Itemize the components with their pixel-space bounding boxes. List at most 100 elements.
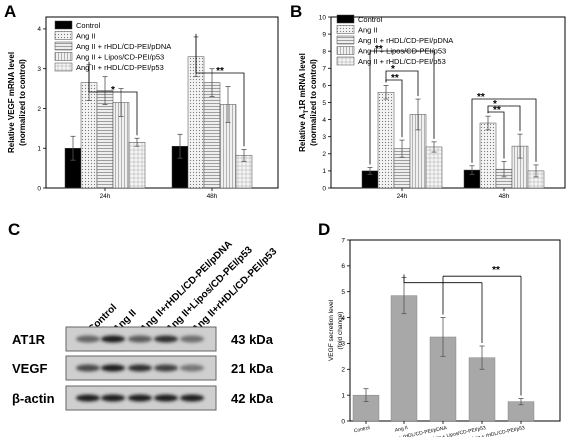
blot-band	[76, 394, 100, 402]
y-tick-label: 2	[341, 367, 345, 374]
legend-label: Ang II + rHDL/CD-PEI/pDNA	[358, 36, 453, 45]
blot-band	[76, 335, 100, 343]
x-tick-label: Ang II	[394, 425, 408, 434]
legend-swatch	[54, 52, 73, 61]
significance-bracket	[195, 33, 245, 147]
y-tick-label: 7	[341, 237, 345, 244]
y-tick-label: 0	[341, 418, 345, 425]
plot-frame	[45, 16, 279, 189]
bar	[425, 146, 443, 189]
y-tick-label: 2	[322, 151, 326, 158]
legend-label: Ang II + rHDL/CD-PEI/p53	[358, 57, 446, 66]
legend-swatch	[54, 41, 73, 51]
legend-label: Ang II + Lipos/CD-PEI/p53	[76, 53, 164, 62]
legend-swatch	[336, 14, 355, 24]
blot-size-label: 43 kDa	[231, 332, 274, 347]
blot-band	[128, 364, 152, 372]
significance-bracket	[369, 50, 435, 165]
chart-d: 0 1 2 3 4 5 6 7 VEGF secretion level (fold change…	[328, 237, 561, 437]
significance-bracket	[487, 111, 505, 159]
blot-band	[128, 394, 152, 402]
y-tick-label: 1	[37, 146, 41, 153]
panel-label-b: B	[290, 2, 302, 21]
y-tick-label: 10	[319, 14, 327, 21]
blot-size-label: 42 kDa	[231, 391, 274, 406]
significance-bracket	[88, 61, 138, 136]
x-tick-label: 48h	[207, 193, 218, 200]
chart-a: 0 1 2 3 4 Relative VEGF mRNA level (normalized…	[7, 16, 279, 200]
y-tick-label: 0	[322, 185, 326, 192]
legend-label: Ang II + rHDL/CD-PEI/p53	[76, 63, 164, 72]
y-axis-label-subscript: T	[304, 109, 310, 113]
y-tick-label: 4	[37, 26, 41, 33]
blot-band	[154, 364, 178, 372]
y-tick-label: 6	[322, 83, 326, 90]
y-tick-label: 4	[341, 315, 345, 322]
blot-band	[101, 364, 125, 372]
blot-band	[76, 364, 100, 372]
significance-bracket	[471, 98, 537, 163]
y-axis-label: Relative VEGF mRNA level (normalized to c…	[7, 52, 27, 153]
panel-label-c: C	[8, 220, 20, 239]
y-tick-label: 5	[322, 100, 326, 107]
blot-band	[128, 335, 152, 343]
legend-label: Ang II + rHDL/CD-PEI/pDNA	[76, 42, 171, 51]
y-tick-label: 2	[37, 106, 41, 113]
significance-mark: *	[391, 64, 395, 75]
significance-bracket	[385, 79, 403, 138]
legend-swatch	[336, 56, 355, 66]
y-axis-label-line: (normalized to control)	[18, 59, 27, 146]
y-axis-label: VEGF secretion level (fold change)	[328, 299, 344, 361]
y-tick-label: 7	[322, 66, 326, 73]
y-tick-label: 3	[37, 66, 41, 73]
y-axis-label-line: VEGF secretion level	[328, 299, 335, 361]
significance-mark: **	[492, 265, 500, 276]
y-axis-label-line: (fold change)	[337, 312, 344, 350]
blot-band	[154, 335, 178, 343]
significance-mark: **	[375, 44, 383, 55]
y-tick-label: 8	[322, 49, 326, 56]
legend-label: Ang II	[358, 26, 378, 35]
y-tick-label: 0	[37, 185, 41, 192]
y-axis-label: Relative AT1R mRNA level (normalized to c…	[298, 53, 318, 152]
y-tick-label: 3	[341, 341, 345, 348]
y-axis-label-line: Relative VEGF mRNA level	[7, 52, 16, 153]
y-axis-label-line: (normalized to control)	[309, 59, 318, 146]
blot-size-label: 21 kDa	[231, 361, 274, 376]
legend-swatch	[336, 25, 355, 34]
chart-b: 0 1 2 3 4 5 6 7 8 9 10 Relative AT1R mRNA level (nor…	[298, 14, 566, 200]
blot-band	[180, 335, 204, 343]
legend-swatch	[54, 62, 73, 72]
blot-row-label: VEGF	[12, 361, 47, 376]
y-tick-label: 1	[341, 392, 345, 399]
blot-row-label: β-actin	[12, 391, 55, 406]
legend-swatch	[336, 46, 355, 55]
bar	[96, 90, 114, 189]
x-tick-label: 48h	[499, 193, 510, 200]
legend-swatch	[54, 20, 73, 30]
x-tick-label: 24h	[100, 193, 111, 200]
panel-label-d: D	[318, 220, 330, 239]
legend-swatch	[336, 35, 355, 45]
blot-band	[101, 394, 125, 402]
x-tick-label: Ang + Lipos/CD-PEI/p53	[432, 425, 487, 437]
x-tick-label: 24h	[397, 193, 408, 200]
blot-band	[180, 364, 204, 372]
y-tick-label: 3	[322, 134, 326, 141]
y-tick-label: 5	[341, 289, 345, 296]
significance-mark: **	[216, 66, 224, 77]
y-tick-label: 9	[322, 31, 326, 38]
x-tick-label: Ang + rHDL/CD-PEI/p53	[471, 425, 526, 437]
panel-label-a: A	[4, 2, 16, 21]
significance-mark: *	[111, 85, 115, 96]
x-tick-label: Control	[353, 425, 370, 434]
bar	[203, 82, 221, 189]
significance-mark: **	[477, 92, 485, 103]
bar	[377, 91, 395, 189]
bar	[128, 142, 146, 189]
significance-mark: **	[391, 73, 399, 84]
bar	[390, 295, 418, 422]
legend-swatch	[54, 31, 73, 40]
